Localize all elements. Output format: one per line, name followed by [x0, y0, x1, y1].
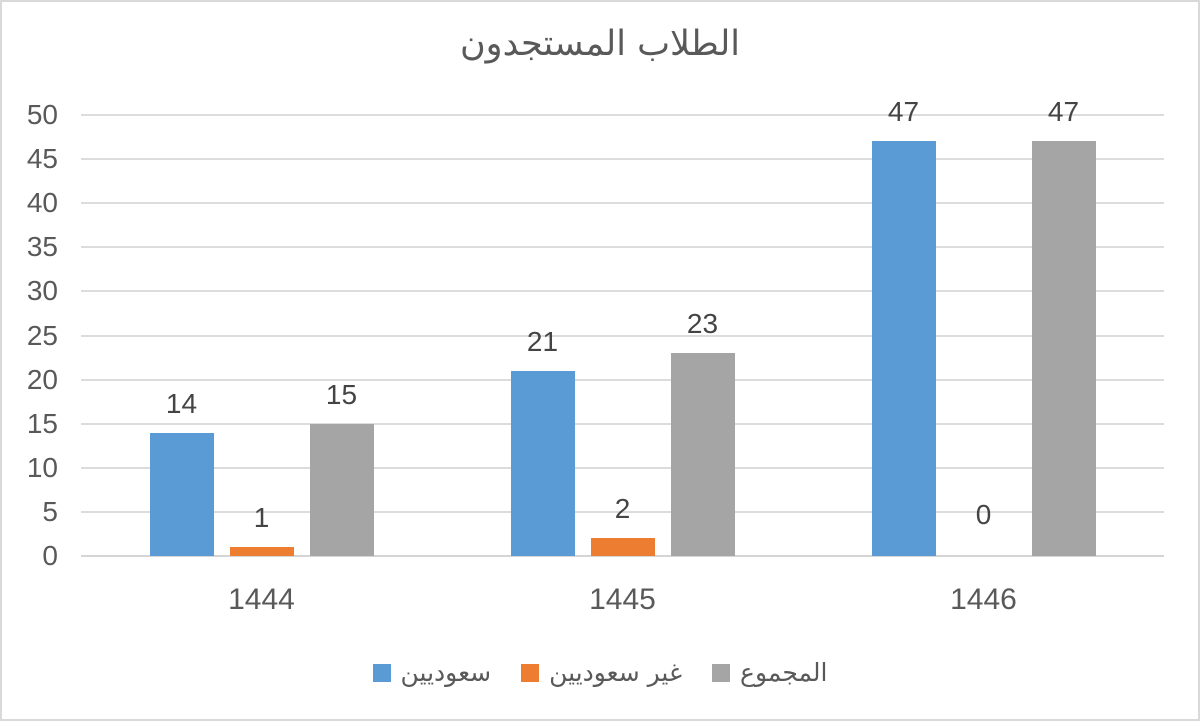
y-axis-tick-label: 5: [42, 495, 58, 527]
x-axis-line: [81, 555, 1164, 557]
gridline: [81, 422, 1164, 425]
legend-label: المجموع: [740, 658, 828, 687]
y-axis-tick-label: 15: [26, 407, 58, 439]
bar: [670, 353, 735, 556]
legend-swatch: [372, 663, 391, 682]
y-axis-tick-label: 25: [26, 319, 58, 351]
y-axis-tick-label: 40: [26, 187, 58, 219]
gridline: [81, 334, 1164, 337]
gridline: [81, 378, 1164, 381]
bar: [871, 141, 936, 556]
y-axis-tick-label: 20: [26, 363, 58, 395]
gridline: [81, 466, 1164, 469]
bar-value-label: 47: [1047, 96, 1080, 128]
legend-item: سعوديين: [372, 658, 492, 687]
bar: [309, 423, 374, 556]
legend-label: سعوديين: [400, 658, 492, 687]
bar-value-label: 47: [887, 96, 920, 128]
y-axis-tick-label: 45: [26, 143, 58, 175]
legend-item: المجموع: [712, 658, 828, 687]
bar-value-label: 0: [975, 499, 992, 530]
bar: [149, 432, 214, 556]
legend-label: غير سعوديين: [549, 658, 683, 687]
gridline: [81, 510, 1164, 513]
bar: [510, 370, 575, 556]
y-axis-tick-label: 0: [42, 540, 58, 571]
y-axis-tick-label: 35: [26, 231, 58, 263]
legend-item: غير سعوديين: [521, 658, 682, 687]
bar-value-label: 21: [526, 325, 559, 357]
bar: [229, 547, 294, 556]
y-axis-tick-label: 30: [26, 275, 58, 307]
x-axis-category-label: 1446: [950, 583, 1017, 616]
y-axis-tick-label: 50: [26, 99, 58, 130]
gridline: [81, 114, 1164, 116]
gridline: [81, 290, 1164, 293]
bar-value-label: 15: [325, 378, 358, 410]
gridline: [81, 202, 1164, 205]
bar: [590, 538, 655, 556]
gridline: [81, 158, 1164, 161]
x-axis-category-label: 1444: [228, 583, 295, 616]
gridline: [81, 246, 1164, 249]
legend: سعوديين غير سعوديين المجموع: [2, 658, 1198, 687]
bar: [1031, 141, 1096, 556]
legend-swatch: [712, 663, 731, 682]
x-axis-category-label: 1445: [589, 583, 656, 616]
legend-swatch: [521, 663, 540, 682]
chart-title: الطلاب المستجدون: [459, 24, 741, 64]
bar-value-label: 1: [253, 502, 270, 534]
y-axis-tick-label: 10: [26, 451, 58, 483]
bar-value-label: 23: [686, 308, 719, 340]
bar-value-label: 2: [614, 493, 631, 525]
bar-value-label: 14: [165, 387, 198, 419]
